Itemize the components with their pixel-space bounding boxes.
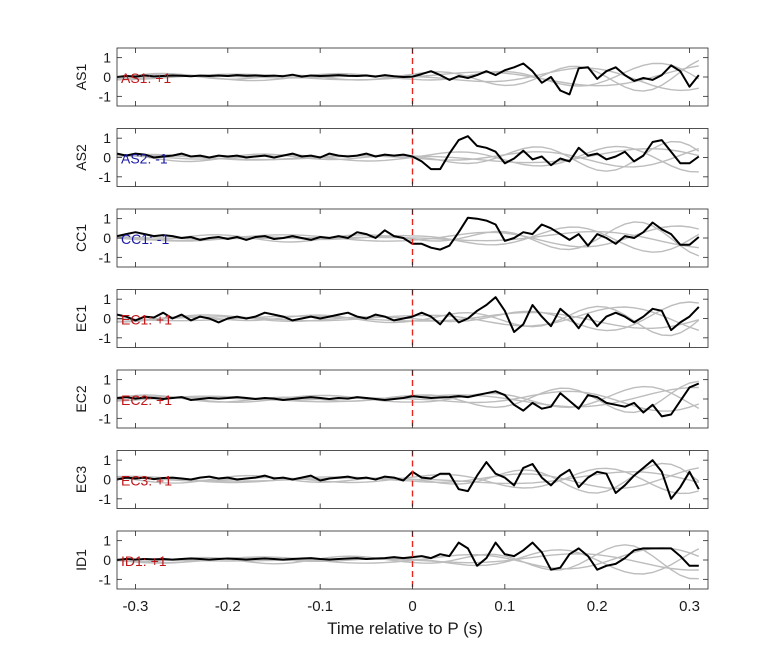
y-tick-label: 1 xyxy=(103,211,111,227)
y-axis-label: EC2 xyxy=(73,385,89,412)
x-tick-label: 0.1 xyxy=(494,598,515,615)
y-tick-label: 1 xyxy=(103,50,111,66)
background-trace xyxy=(117,467,699,495)
panel-cc1: -1 0 1 CC1 CC1: -1 xyxy=(73,208,709,268)
panel-id1: -1 0 1 ID1 ID1: +1 xyxy=(73,530,709,590)
background-trace xyxy=(117,467,699,490)
panels-group: -1 0 1 AS1 AS1: +1 -1 0 1 AS2 AS2: -1 -1 0 1 CC1 CC1: … xyxy=(73,47,709,590)
x-tick-label: -0.3 xyxy=(123,598,149,615)
y-tick-label: 1 xyxy=(103,452,111,468)
panel-as2: -1 0 1 AS2 AS2: -1 xyxy=(73,128,709,187)
y-tick-label: 0 xyxy=(103,391,111,407)
background-trace xyxy=(117,305,700,337)
y-tick-label: 1 xyxy=(103,130,111,146)
y-tick-label: -1 xyxy=(99,249,112,265)
y-axis-label: EC3 xyxy=(73,466,89,493)
y-tick-label: 0 xyxy=(103,230,111,246)
panel-traces xyxy=(117,135,700,173)
series-line-ec3 xyxy=(117,459,700,500)
y-tick-label: 0 xyxy=(103,150,111,166)
y-tick-label: 1 xyxy=(103,533,111,549)
y-tick-label: 0 xyxy=(103,472,111,488)
x-tick-label: 0 xyxy=(408,598,416,615)
polarity-annotation: AS2: -1 xyxy=(121,151,168,167)
y-tick-label: 1 xyxy=(103,291,111,307)
series-line-as1 xyxy=(117,62,700,96)
polarity-annotation: EC3: +1 xyxy=(121,473,172,489)
panel-traces xyxy=(117,59,700,96)
series-line-ec1 xyxy=(117,296,700,333)
x-tick-label: -0.1 xyxy=(307,598,333,615)
y-tick-label: -1 xyxy=(99,169,112,185)
panel-traces xyxy=(117,296,700,337)
background-trace xyxy=(117,462,700,494)
y-axis-label: CC1 xyxy=(73,224,89,252)
series-line-ec2 xyxy=(117,382,700,418)
y-tick-label: 0 xyxy=(103,552,111,568)
series-line-cc1 xyxy=(117,216,700,251)
y-tick-label: -1 xyxy=(99,571,112,587)
y-tick-label: 0 xyxy=(103,311,111,327)
x-tick-label: 0.2 xyxy=(587,598,608,615)
x-axis-label: Time relative to P (s) xyxy=(327,619,483,638)
panel-ec3: -1 0 1 EC3 EC3: +1 xyxy=(73,450,709,509)
x-tick-label: -0.2 xyxy=(215,598,241,615)
polarity-annotation: ID1: +1 xyxy=(121,553,167,569)
panel-ec1: -1 0 1 EC1 EC1: +1 xyxy=(73,289,709,348)
background-trace xyxy=(117,544,699,580)
y-axis-label: AS1 xyxy=(73,64,89,91)
y-tick-label: -1 xyxy=(99,88,112,104)
x-axis: -0.3 -0.2 -0.1 0 0.1 0.2 0.3 xyxy=(123,598,700,615)
y-tick-label: 1 xyxy=(103,372,111,388)
series-line-as2 xyxy=(117,135,700,171)
panel-traces xyxy=(117,459,700,500)
y-tick-label: -1 xyxy=(99,410,112,426)
background-trace xyxy=(117,306,700,331)
panel-as1: -1 0 1 AS1 AS1: +1 xyxy=(73,47,709,107)
background-trace xyxy=(117,380,699,414)
panel-traces xyxy=(117,216,700,257)
panel-ec2: -1 0 1 EC2 EC2: +1 xyxy=(73,369,709,429)
y-tick-label: 0 xyxy=(103,69,111,85)
polarity-annotation: AS1: +1 xyxy=(121,70,171,86)
y-tick-label: -1 xyxy=(99,491,112,507)
series-line-id1 xyxy=(117,541,699,571)
panel-traces xyxy=(117,380,700,418)
polarity-annotation: CC1: -1 xyxy=(121,231,169,247)
y-axis-label: AS2 xyxy=(73,144,89,171)
y-axis-label: EC1 xyxy=(73,305,89,332)
x-tick-label: 0.3 xyxy=(679,598,700,615)
background-trace xyxy=(117,553,699,571)
polarity-annotation: EC2: +1 xyxy=(121,392,172,408)
y-tick-label: -1 xyxy=(99,330,112,346)
background-trace xyxy=(117,145,699,173)
polarity-annotation: EC1: +1 xyxy=(121,312,172,328)
panel-traces xyxy=(117,541,700,580)
y-axis-label: ID1 xyxy=(73,549,89,571)
